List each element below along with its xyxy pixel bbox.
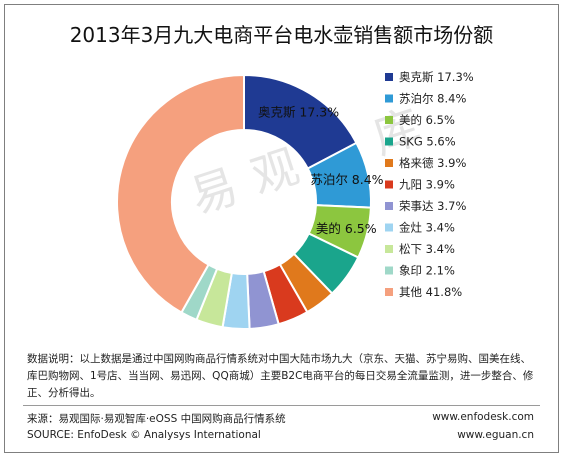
site-link-enfodesk[interactable]: www.enfodesk.com xyxy=(432,411,534,423)
legend-label-3: SKG 5.6% xyxy=(399,135,456,149)
legend-swatch-10 xyxy=(385,288,393,296)
legend-swatch-5 xyxy=(385,180,393,189)
legend-label-1: 苏泊尔 8.4% xyxy=(399,92,466,106)
legend-swatch-1 xyxy=(385,94,393,103)
legend-swatch-3 xyxy=(385,137,393,146)
legend-swatch-6 xyxy=(385,202,393,210)
legend-label-2: 美的 6.5% xyxy=(399,113,455,127)
slice-label-1: 苏泊尔 8.4% xyxy=(310,172,383,187)
chart-title: 2013年3月九大电商平台电水壶销售额市场份额 xyxy=(69,23,494,47)
legend-label-10: 其他 41.8% xyxy=(399,285,462,299)
slice-label-0: 奥克斯 17.3% xyxy=(258,105,339,120)
legend-swatch-2 xyxy=(385,116,393,124)
legend-label-5: 九阳 3.9% xyxy=(399,178,455,192)
legend-label-7: 金灶 3.4% xyxy=(399,221,455,235)
legend-swatch-8 xyxy=(385,245,393,253)
legend-swatch-0 xyxy=(385,73,393,81)
legend-swatch-9 xyxy=(385,266,393,275)
legend-label-8: 松下 3.4% xyxy=(399,242,455,256)
slice-10 xyxy=(116,73,245,314)
legend-swatch-4 xyxy=(385,159,393,167)
legend-label-9: 象印 2.1% xyxy=(399,264,455,278)
donut-chart: 奥克斯 17.3% 苏泊尔 8.4% 美的 6.5% 奥克斯 17.3% 苏泊尔 8.4… xyxy=(116,70,474,330)
legend-label-6: 荣事达 3.7% xyxy=(399,199,466,213)
data-note: 数据说明：以上数据是通过中国网购商品行情系统对中国大陆市场九大（京东、天猫、苏宁… xyxy=(27,353,534,399)
legend-label-0: 奥克斯 17.3% xyxy=(399,70,474,84)
footer-divider xyxy=(23,405,540,406)
chart-panel: 2013年3月九大电商平台电水壶销售额市场份额 易观智库 奥克斯 17.3%苏泊… xyxy=(4,4,559,453)
legend-label-4: 格来德 3.9% xyxy=(399,156,466,170)
site-link-eguan[interactable]: www.eguan.cn xyxy=(457,429,534,441)
legend-swatch-7 xyxy=(385,223,393,232)
source-cn: 来源：易观国际·易观智库·eOSS 中国网购商品行情系统 xyxy=(27,413,286,425)
source-en: SOURCE: EnfoDesk © Analysys Internationa… xyxy=(27,429,261,441)
slice-label-2: 美的 6.5% xyxy=(316,221,377,236)
